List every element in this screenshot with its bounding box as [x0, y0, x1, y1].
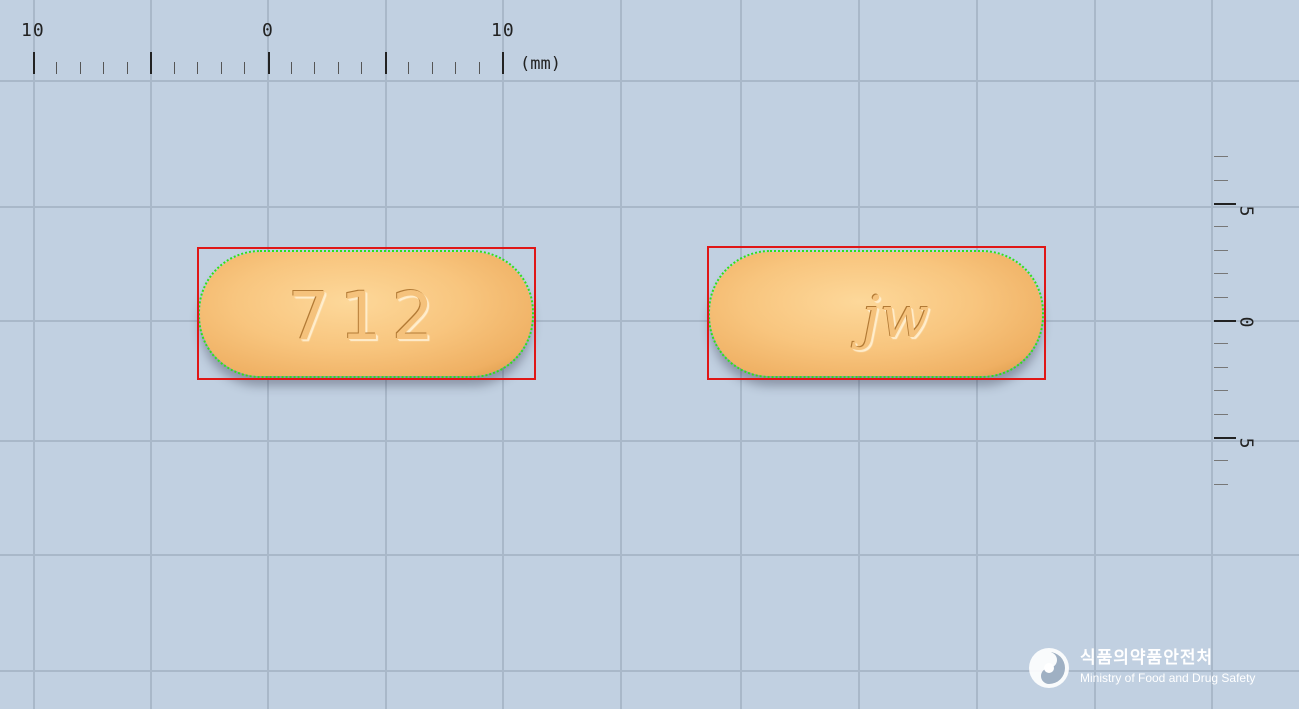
tablet-back-contour: [708, 250, 1044, 378]
ruler-tick: [1214, 390, 1228, 392]
ruler-label-right: 10: [491, 20, 515, 41]
ruler-tick: [478, 62, 480, 74]
ruler-tick: [244, 62, 246, 74]
ruler-tick: [1214, 483, 1228, 485]
ministry-name-korean: 식품의약품안전처: [1080, 648, 1214, 668]
ruler-tick: [1214, 320, 1236, 322]
ruler-label-top: 5: [1235, 205, 1257, 217]
tablet-back-bounding-box: [707, 246, 1046, 380]
ruler-tick: [79, 62, 81, 74]
ruler-tick: [314, 62, 316, 74]
tablet-front-bounding-box: [197, 247, 536, 380]
ministry-name-english: Ministry of Food and Drug Safety: [1080, 671, 1256, 685]
ruler-tick: [1214, 273, 1228, 275]
ruler-tick: [1214, 226, 1228, 228]
ruler-tick: [173, 62, 175, 74]
ruler-tick: [1214, 296, 1228, 298]
top-scale-ruler: 10 0 10 (mm): [0, 0, 600, 80]
ruler-tick: [1214, 437, 1236, 439]
ruler-label-bottom: 5: [1235, 437, 1257, 449]
ruler-tick: [56, 62, 58, 74]
tablet-front: 712: [198, 250, 534, 378]
ruler-tick: [126, 62, 128, 74]
ruler-tick: [1214, 249, 1228, 251]
ruler-tick: [1214, 343, 1228, 345]
ministry-logo: 식품의약품안전처 Ministry of Food and Drug Safet…: [1028, 646, 1278, 694]
ruler-tick: [455, 62, 457, 74]
ruler-tick: [150, 52, 153, 74]
ruler-tick: [502, 52, 504, 74]
ruler-tick: [431, 62, 433, 74]
ruler-label-zero: 0: [262, 20, 274, 41]
ruler-tick: [384, 52, 387, 74]
ruler-tick: [1214, 179, 1228, 181]
ruler-tick: [361, 62, 363, 74]
ruler-tick: [1214, 413, 1228, 415]
ruler-tick: [1214, 156, 1228, 158]
ruler-tick: [1214, 203, 1236, 205]
ruler-tick: [408, 62, 410, 74]
ruler-tick: [1214, 366, 1228, 368]
ruler-label-middle: 0: [1235, 316, 1257, 328]
ruler-tick: [33, 52, 35, 74]
ruler-tick: [267, 52, 270, 74]
tablet-front-imprint: 712: [288, 278, 444, 355]
ruler-label-left: 10: [21, 20, 45, 41]
right-scale-ruler: 5 0 5: [1200, 150, 1299, 510]
tablet-front-contour: [198, 250, 534, 378]
ruler-tick: [337, 62, 339, 74]
ruler-tick: [1214, 460, 1228, 462]
ministry-emblem-icon: [1029, 648, 1069, 688]
ruler-tick: [220, 62, 222, 74]
ruler-tick: [197, 62, 199, 74]
ruler-unit: (mm): [520, 54, 561, 74]
tablet-back-imprint: jw: [862, 283, 930, 351]
ruler-tick: [290, 62, 292, 74]
ruler-tick: [103, 62, 105, 74]
tablet-back: jw: [708, 250, 1044, 378]
